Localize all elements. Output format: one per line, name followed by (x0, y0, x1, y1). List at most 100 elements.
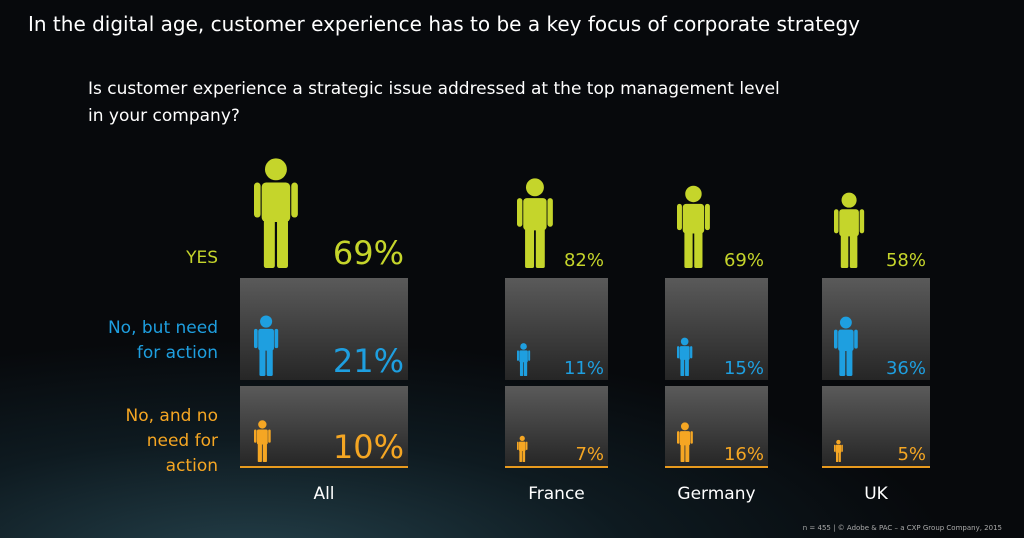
icon-leg (535, 228, 545, 268)
icon-leg (262, 443, 267, 462)
icon-leg (846, 349, 853, 376)
icon-arm (677, 346, 680, 359)
icon-torso (679, 431, 691, 446)
person-icon (677, 337, 693, 376)
value-label: 10% (333, 428, 404, 466)
icon-leg (835, 452, 839, 462)
icon-leg (838, 452, 841, 462)
icon-arm (274, 328, 279, 349)
chart-title: In the digital age, customer experience … (28, 12, 860, 36)
person-icon (834, 439, 843, 462)
person-icon (254, 315, 279, 376)
panel (505, 386, 608, 466)
icon-arm (517, 350, 519, 361)
icon-torso (679, 346, 690, 360)
icon-leg (685, 359, 689, 376)
icon-leg (523, 361, 528, 376)
icon-arm (690, 431, 693, 444)
icon-torso (519, 350, 528, 363)
icon-head (839, 316, 852, 329)
icon-torso (835, 444, 842, 453)
icon-leg (685, 444, 690, 462)
icon-head (258, 420, 267, 429)
icon-leg (259, 349, 266, 376)
icon-head (680, 337, 689, 346)
icon-arm (291, 182, 298, 218)
icon-arm (677, 431, 680, 444)
icon-leg (257, 443, 262, 462)
person-icon (834, 192, 865, 268)
icon-torso (261, 182, 291, 222)
icon-head (841, 192, 857, 208)
icon-arm (547, 198, 553, 227)
icon-leg (519, 450, 522, 462)
icon-torso (682, 203, 705, 234)
icon-torso (523, 198, 547, 231)
icon-torso (518, 441, 526, 451)
icon-leg (277, 219, 288, 268)
footnote: n = 455 | © Adobe & PAC – a CXP Group Co… (802, 524, 1002, 532)
icon-head (836, 439, 841, 445)
icon-arm (525, 441, 528, 450)
person-icon (834, 316, 858, 376)
person-icon (677, 185, 710, 268)
icon-arm (834, 444, 836, 452)
value-label: 69% (724, 250, 764, 271)
icon-leg (519, 361, 524, 376)
icon-arm (677, 203, 682, 231)
icon-head (685, 185, 702, 203)
icon-arm (254, 429, 257, 443)
panel-underline (240, 466, 408, 468)
icon-head (519, 435, 525, 442)
category-label: UK (864, 484, 888, 504)
icon-head (260, 315, 273, 328)
icon-arm (528, 350, 531, 361)
icon-arm (834, 329, 838, 349)
row-label: YES (186, 248, 218, 268)
icon-leg (839, 349, 846, 376)
icon-arm (254, 328, 258, 349)
person-icon (517, 343, 531, 376)
row-label: No, but need for action (107, 318, 218, 363)
category-label: Germany (677, 484, 755, 504)
icon-torso (256, 429, 268, 445)
person-icon (254, 420, 271, 462)
icon-head (264, 158, 287, 181)
icon-arm (268, 429, 271, 443)
person-icon (517, 178, 553, 268)
icon-torso (258, 328, 274, 351)
icon-leg (525, 228, 535, 268)
icon-arm (859, 209, 865, 234)
icon-head (680, 422, 689, 431)
value-label: 15% (724, 358, 764, 379)
category-label: All (313, 484, 334, 504)
icon-arm (690, 346, 693, 359)
person-icon (677, 422, 693, 462)
icon-torso (839, 209, 859, 237)
person-icon (517, 435, 528, 462)
icon-arm (854, 329, 858, 349)
icon-head (520, 343, 527, 350)
value-label: 82% (564, 250, 604, 271)
icon-leg (680, 444, 685, 462)
icon-leg (849, 234, 858, 268)
category-label: France (528, 484, 585, 504)
icon-arm (517, 198, 523, 227)
icon-head (525, 178, 544, 197)
value-label: 21% (333, 342, 404, 380)
icon-leg (263, 219, 275, 268)
icon-leg (840, 234, 849, 268)
value-label: 69% (333, 234, 404, 272)
icon-arm (704, 203, 710, 231)
icon-leg (684, 231, 693, 268)
icon-leg (694, 231, 703, 268)
icon-arm (517, 441, 519, 450)
value-label: 11% (564, 358, 604, 379)
icon-torso (838, 329, 854, 352)
panel-underline (505, 466, 608, 468)
panel-underline (822, 466, 930, 468)
icon-leg (266, 349, 273, 376)
value-label: 58% (886, 250, 926, 271)
panel-underline (665, 466, 768, 468)
